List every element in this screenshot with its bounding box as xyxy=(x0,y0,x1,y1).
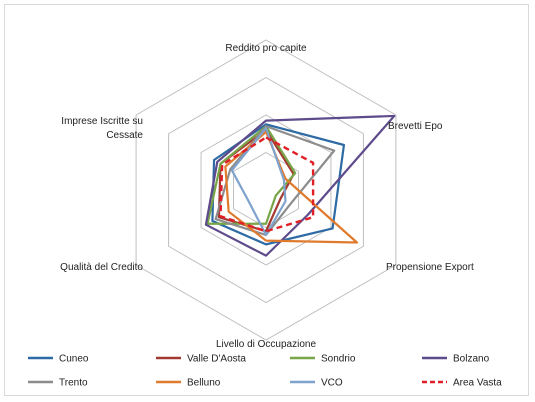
legend-item: Cuneo xyxy=(28,354,89,365)
legend: Cuneo Valle D'Aosta Sondrio Bolzano Trento Be… xyxy=(28,354,502,389)
series-line-cuneo xyxy=(211,123,346,246)
legend-label: VCO xyxy=(321,378,343,389)
legend-item: Trento xyxy=(28,378,88,389)
legend-label: Sondrio xyxy=(321,354,356,365)
grid-ring xyxy=(135,39,397,341)
legend-label: Valle D'Aosta xyxy=(187,354,246,365)
series-line-sondrio xyxy=(206,125,297,225)
series-line-bolzano xyxy=(204,114,396,257)
axis-label: Propensione Export xyxy=(386,262,474,273)
legend-label: Trento xyxy=(59,378,88,389)
legend-label: Area Vasta xyxy=(453,378,502,389)
axis-label: Livello di Occupazione xyxy=(216,339,316,350)
axis-label: Imprese Iscritte su xyxy=(61,116,143,127)
chart-frame xyxy=(4,4,529,396)
legend-item: Area Vasta xyxy=(422,378,502,389)
series-line-area-vasta xyxy=(219,136,315,233)
grid xyxy=(135,39,397,341)
axis-label: Reddito pro capite xyxy=(225,43,307,54)
axis-label: Qualità del Credito xyxy=(60,262,143,273)
axis-label: Brevetti Epo xyxy=(388,121,443,132)
legend-label: Belluno xyxy=(187,378,221,389)
legend-item: Valle D'Aosta xyxy=(156,354,246,365)
grid-ring xyxy=(168,76,364,304)
legend-label: Cuneo xyxy=(59,354,89,365)
axis-labels: Reddito pro capite Brevetti Epo Propension… xyxy=(60,43,474,350)
grid-ring xyxy=(200,114,332,266)
axis-label: Cessate xyxy=(106,130,143,141)
legend-item: Belluno xyxy=(156,378,221,389)
legend-item: VCO xyxy=(290,378,343,389)
legend-item: Bolzano xyxy=(422,354,490,365)
series-line-vco xyxy=(230,127,287,237)
legend-item: Sondrio xyxy=(290,354,356,365)
series-layer xyxy=(204,114,396,257)
series-line-belluno xyxy=(224,130,359,244)
legend-label: Bolzano xyxy=(453,354,490,365)
